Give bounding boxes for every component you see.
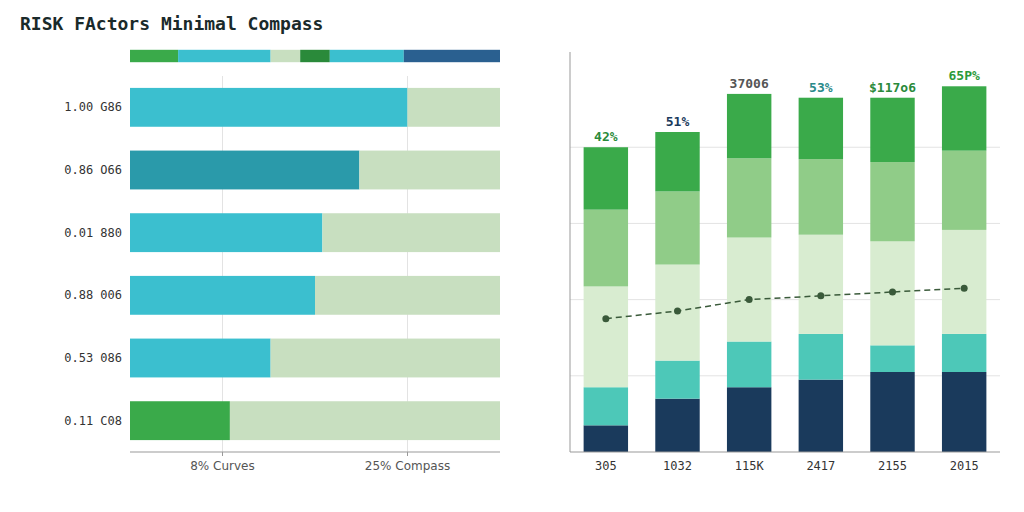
bar — [799, 98, 843, 159]
tick-label: 25% Compass — [365, 459, 450, 473]
plot-area — [130, 50, 500, 62]
bar — [655, 191, 699, 264]
bar — [130, 50, 178, 62]
bar — [727, 238, 771, 342]
grid-line — [222, 76, 223, 452]
category-label: 0.01 880 — [64, 226, 122, 240]
bar — [799, 235, 843, 334]
bar — [799, 159, 843, 235]
point — [817, 292, 824, 299]
grid-line — [570, 223, 1000, 224]
bar — [942, 86, 986, 150]
bar — [799, 380, 843, 452]
bar — [870, 345, 914, 372]
grid-line — [407, 76, 408, 452]
bar — [870, 162, 914, 241]
category-label: 0.53 086 — [64, 351, 122, 365]
bar — [322, 213, 500, 252]
bar — [130, 88, 408, 127]
bar — [727, 94, 771, 158]
axis-line — [570, 52, 571, 452]
bar — [942, 230, 986, 334]
bar — [300, 50, 330, 62]
bar — [271, 339, 500, 378]
annotation: 51% — [666, 114, 690, 129]
chart: RISK FActors Minimal Compass 8% Curves 25%… — [20, 13, 500, 473]
bar — [655, 399, 699, 452]
bar — [655, 132, 699, 191]
point — [674, 308, 681, 315]
bar — [359, 151, 500, 190]
bar — [799, 334, 843, 380]
bar — [727, 158, 771, 237]
line — [606, 288, 964, 318]
category-label: 0.88 006 — [64, 288, 122, 302]
tick-label: 8% Curves — [190, 459, 255, 473]
chart: 305 1032 115K 2417 2155 2015 42% 51% 37006 53% $11… — [570, 52, 1000, 473]
bar — [330, 50, 404, 62]
point — [746, 296, 753, 303]
bar — [584, 387, 628, 425]
tick-mark — [407, 452, 408, 456]
category-label: 0.11 C08 — [64, 414, 122, 428]
grid-line — [570, 147, 1000, 148]
bar — [584, 286, 628, 387]
annotation: $117o6 — [869, 80, 916, 95]
bar — [655, 265, 699, 361]
category-label: 2155 — [878, 459, 907, 473]
bar — [870, 372, 914, 452]
point — [961, 285, 968, 292]
bar — [130, 151, 359, 190]
annotation: 42% — [594, 129, 618, 144]
annotation: 65P% — [949, 68, 980, 83]
bar — [942, 334, 986, 372]
bar — [942, 151, 986, 230]
plot-area — [584, 86, 987, 452]
bar — [727, 342, 771, 388]
grid-line — [570, 375, 1000, 376]
category-label: 2417 — [806, 459, 835, 473]
category-label: 1.00 G86 — [64, 100, 122, 114]
annotation: 53% — [809, 80, 833, 95]
category-label: 305 — [595, 459, 617, 473]
bar — [404, 50, 500, 62]
bar — [408, 88, 501, 127]
point — [889, 289, 896, 296]
bar — [584, 147, 628, 209]
bar — [584, 210, 628, 287]
title: RISK FActors Minimal Compass — [20, 13, 323, 34]
bar — [942, 372, 986, 452]
bar — [315, 276, 500, 315]
category-label: 115K — [735, 459, 765, 473]
plot-area — [130, 88, 500, 440]
annotation: 37006 — [730, 76, 769, 91]
bar — [178, 50, 271, 62]
bar — [870, 98, 914, 162]
bar — [130, 213, 322, 252]
bar — [230, 401, 500, 440]
bar — [130, 276, 315, 315]
tick-mark — [222, 452, 223, 456]
point — [602, 315, 609, 322]
bar — [727, 387, 771, 452]
chart — [130, 50, 500, 62]
bar — [655, 361, 699, 399]
bar — [584, 425, 628, 452]
category-label: 2015 — [950, 459, 979, 473]
chart-root: RISK FActors Minimal Compass 8% Curves 25%… — [0, 0, 1024, 512]
grid-line — [570, 299, 1000, 300]
bar — [271, 50, 301, 62]
category-label: 0.86 O66 — [64, 163, 122, 177]
bar — [130, 339, 271, 378]
axis-line — [130, 452, 500, 453]
category-label: 1032 — [663, 459, 692, 473]
axis-line — [570, 452, 1000, 453]
bar — [130, 401, 230, 440]
